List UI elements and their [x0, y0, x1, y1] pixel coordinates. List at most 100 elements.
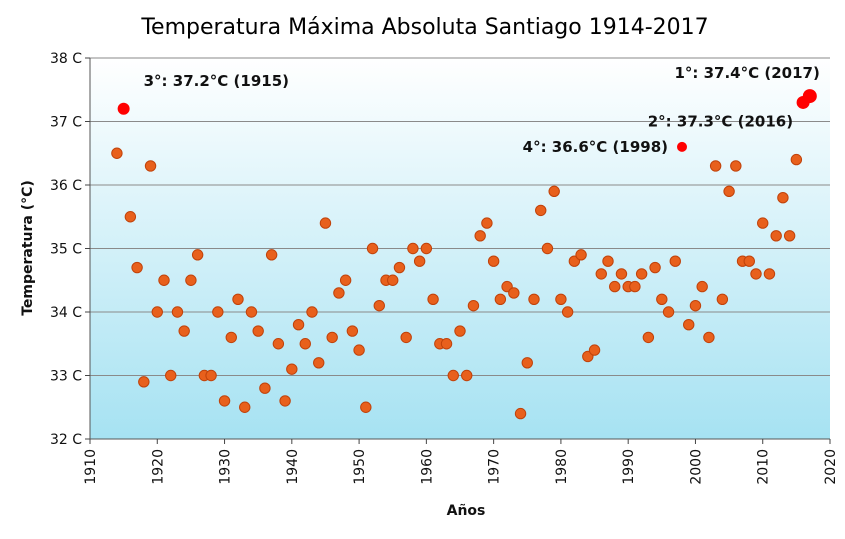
data-point [662, 306, 675, 318]
data-point [346, 325, 359, 337]
data-point [171, 306, 184, 318]
x-tick-label: 1910 [83, 449, 99, 485]
x-tick-label: 1990 [621, 449, 637, 485]
data-point [279, 395, 291, 407]
data-point [609, 280, 621, 293]
data-point [629, 280, 641, 293]
data-point [252, 325, 264, 337]
data-point [373, 299, 385, 312]
data-point [313, 357, 325, 369]
data-point [218, 395, 231, 407]
data-point [393, 261, 406, 274]
data-point [158, 274, 170, 286]
data-point [790, 153, 803, 166]
data-point [461, 369, 473, 382]
data-point [588, 344, 601, 356]
y-axis-label: Temperatura (°C) [20, 180, 36, 316]
data-point [292, 319, 305, 331]
data-point [783, 230, 796, 242]
data-point [366, 242, 379, 255]
data-point [649, 261, 661, 274]
data-point [474, 230, 486, 242]
data-point [467, 299, 480, 312]
data-point [353, 344, 365, 356]
data-point [669, 255, 681, 267]
highlight-point [117, 102, 130, 115]
x-tick-label: 1940 [285, 449, 301, 485]
data-point [635, 268, 648, 280]
data-point [494, 293, 507, 305]
data-point [400, 331, 412, 344]
data-point [111, 147, 123, 159]
x-tick-label: 1950 [352, 449, 368, 485]
data-point [205, 369, 217, 382]
y-tick-label: 36 C [50, 178, 82, 194]
y-tick-label: 35 C [50, 242, 82, 258]
x-tick-label: 1980 [554, 449, 570, 485]
data-point [124, 211, 137, 223]
data-point [777, 192, 789, 204]
data-point [689, 299, 702, 312]
data-point [360, 401, 372, 413]
data-points [111, 147, 803, 420]
highlight-annotations: 1°: 37.4°C (2017) 2°: 37.3°C (2016) 3°: 37… [144, 64, 820, 156]
data-point [757, 217, 769, 229]
data-point [306, 306, 318, 318]
y-tick-label: 34 C [50, 305, 82, 321]
data-point [272, 338, 285, 350]
chart-title: Temperatura Máxima Absoluta Santiago 191… [140, 15, 708, 40]
data-point [521, 357, 533, 369]
data-point [561, 306, 574, 318]
x-tick-label: 1970 [487, 449, 503, 485]
data-point [232, 293, 244, 305]
data-point [723, 185, 735, 198]
data-point [178, 325, 190, 337]
data-point [286, 363, 298, 375]
data-point [326, 331, 338, 344]
data-point [427, 293, 439, 305]
data-point [555, 293, 567, 305]
data-point [763, 268, 776, 280]
data-point [514, 407, 527, 420]
highlight-label: 2°: 37.3°C (2016) [648, 112, 793, 130]
data-point [770, 230, 782, 242]
data-point [131, 261, 143, 274]
data-point [225, 331, 237, 344]
data-point [333, 287, 345, 299]
data-point [319, 217, 332, 229]
y-tick-label: 37 C [50, 115, 82, 131]
data-point [487, 255, 500, 267]
highlight-point [677, 141, 687, 152]
data-point [615, 268, 628, 280]
data-point [709, 160, 722, 172]
x-tick-label: 2010 [756, 449, 772, 485]
x-tick-label: 2000 [688, 449, 704, 485]
highlight-point [796, 95, 810, 109]
data-point [716, 293, 729, 305]
x-axis-ticks: 1910 1920 1930 1940 1950 1960 1970 1980 1990 2000… [83, 439, 839, 485]
highlight-label: 4°: 36.6°C (1998) [523, 138, 668, 156]
data-point [265, 249, 278, 261]
y-tick-label: 38 C [50, 51, 82, 67]
data-point [299, 338, 311, 350]
data-point [339, 274, 352, 286]
data-point [420, 242, 433, 255]
data-point [387, 274, 399, 286]
data-point [730, 160, 742, 172]
data-point [548, 185, 560, 198]
x-tick-label: 1930 [218, 449, 234, 485]
data-point [696, 280, 708, 293]
data-point [750, 268, 762, 280]
x-tick-label: 1960 [419, 449, 435, 485]
y-tick-label: 32 C [50, 432, 82, 448]
data-point [575, 249, 587, 261]
data-point [413, 255, 426, 267]
data-point [259, 382, 271, 394]
data-point [138, 376, 150, 388]
data-point [602, 255, 614, 267]
data-point [447, 369, 459, 382]
data-point [595, 268, 607, 280]
data-point [245, 306, 258, 318]
data-point [535, 204, 547, 217]
data-point [151, 306, 163, 318]
